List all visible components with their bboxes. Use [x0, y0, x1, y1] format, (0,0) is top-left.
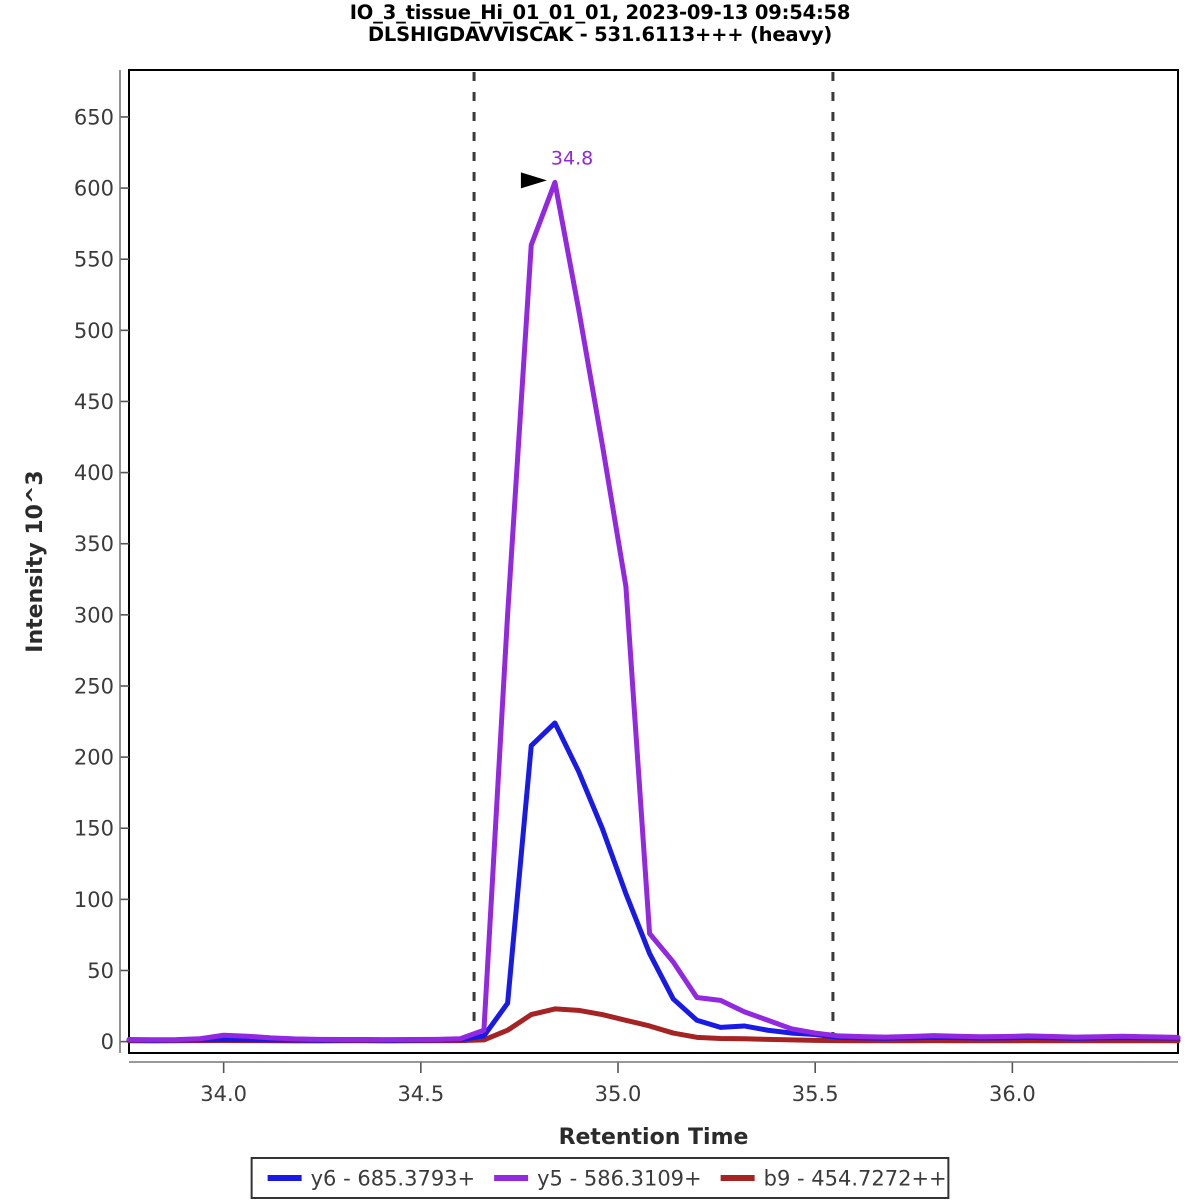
x-axis-tick-label: 36.0: [989, 1082, 1036, 1106]
plot-frame: [128, 69, 1179, 1054]
y-axis-tick-label: 200: [74, 746, 114, 770]
peak-pointer-marker-icon: [520, 172, 547, 189]
y-axis-tick-label: 350: [74, 532, 114, 556]
y-axis-tick-label: 0: [101, 1030, 114, 1054]
y-axis-title: Intensity 10^3: [23, 470, 48, 652]
x-axis-tick-label: 35.5: [792, 1082, 839, 1106]
peak-retention-time-label: 34.8: [551, 147, 593, 169]
legend-box: [250, 1157, 950, 1199]
y-axis-tick-label: 150: [74, 817, 114, 841]
series-line-y5[interactable]: [126, 179, 1181, 1043]
y-axis-tick-label: 300: [74, 603, 114, 627]
x-axis-tick-label: 34.5: [397, 1082, 444, 1106]
x-axis-tick-label: 34.0: [200, 1082, 247, 1106]
legend: y6 - 685.3793+ y5 - 586.3109+ b9 - 454.727…: [250, 1157, 950, 1199]
chart-title-line-2: DLSHIGDAVVISCAK - 531.6113+++ (heavy): [367, 23, 833, 47]
y-axis-tick-label: 400: [74, 461, 114, 485]
y-axis-tick-label: 650: [74, 105, 114, 129]
y-axis-tick-label: 100: [74, 888, 114, 912]
legend-item-label: y6 - 685.3793+: [311, 1167, 476, 1191]
legend-item[interactable]: y6 - 685.3793+: [267, 1167, 476, 1191]
y-axis-tick-label: 600: [74, 177, 114, 201]
y-axis-tick-label: 250: [74, 674, 114, 698]
legend-item-label: b9 - 454.7272++: [764, 1167, 947, 1191]
legend-item-label: y5 - 586.3109+: [537, 1167, 702, 1191]
chart-title-block: IO_3_tissue_Hi_01_01_01, 2023-09-13 09:5…: [0, 1, 1200, 47]
y-axis-tick-label: 500: [74, 319, 114, 343]
y-axis-tick-label: 50: [87, 959, 114, 983]
legend-item[interactable]: b9 - 454.7272++: [720, 1167, 947, 1191]
legend-item[interactable]: y5 - 586.3109+: [494, 1167, 702, 1191]
chart-title-line-1: IO_3_tissue_Hi_01_01_01, 2023-09-13 09:5…: [349, 1, 851, 24]
y-axis-tick-label: 550: [74, 248, 114, 272]
x-axis-title: Retention Time: [559, 1125, 749, 1150]
y-axis-tick-label: 450: [74, 390, 114, 414]
x-axis-tick-label: 35.0: [595, 1082, 642, 1106]
